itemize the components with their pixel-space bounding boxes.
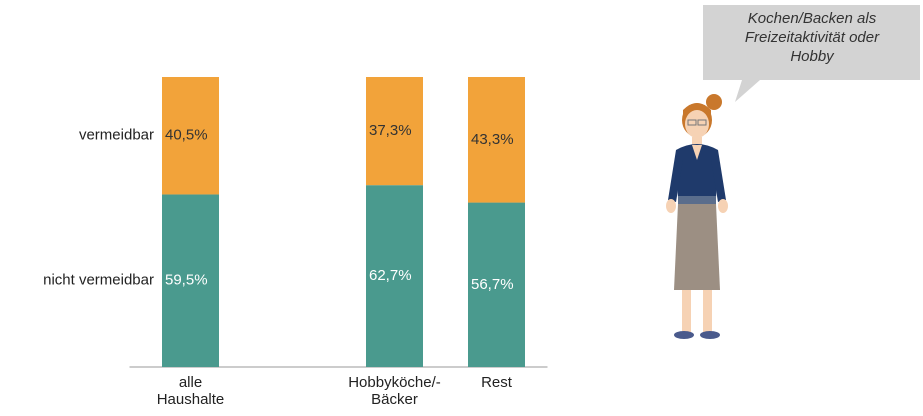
value-label: 59,5% bbox=[165, 272, 208, 289]
value-label: 43,3% bbox=[471, 131, 514, 148]
bar-segment bbox=[162, 194, 219, 367]
person-illustration bbox=[666, 94, 728, 339]
series-label: vermeidbar bbox=[79, 127, 154, 144]
x-tick-label: Hobbyköche/- Bäcker bbox=[348, 374, 441, 408]
speech-bubble bbox=[703, 5, 920, 102]
x-tick-label: alle Haushalte bbox=[156, 374, 225, 408]
bar-segment bbox=[366, 77, 423, 186]
x-tick-label: Rest bbox=[481, 374, 512, 391]
bar-segment bbox=[162, 77, 219, 195]
value-label: 37,3% bbox=[369, 122, 412, 139]
value-label: 40,5% bbox=[165, 127, 208, 144]
annotation: Kochen/Backen als Freizeitaktivität oder… bbox=[744, 10, 880, 65]
series-label: nicht vermeidbar bbox=[43, 272, 154, 289]
value-label: 56,7% bbox=[471, 276, 514, 293]
bar-segment bbox=[468, 202, 525, 367]
bar-segment bbox=[468, 77, 525, 203]
value-label: 62,7% bbox=[369, 267, 412, 284]
bar-segment bbox=[366, 185, 423, 367]
